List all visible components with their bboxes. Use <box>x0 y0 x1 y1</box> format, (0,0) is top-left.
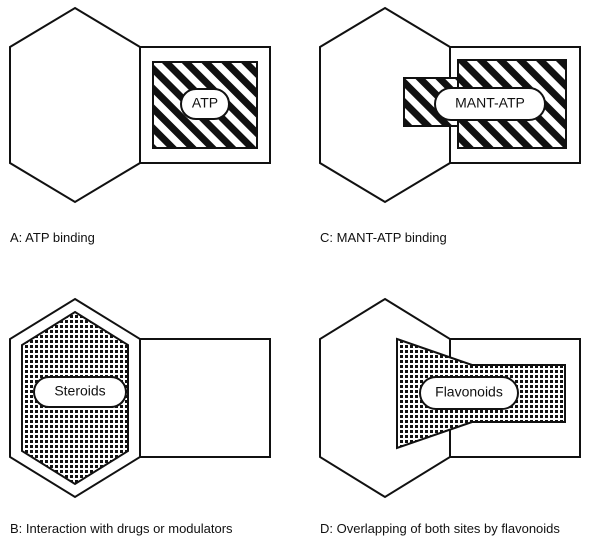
pill-label-mant-atp: MANT-ATP <box>455 95 525 111</box>
pill-label-steroids: Steroids <box>54 383 105 399</box>
caption-c: C: MANT-ATP binding <box>320 230 447 245</box>
caption-a: A: ATP binding <box>10 230 95 245</box>
pill-steroids <box>33 376 127 408</box>
pill-flavonoids <box>419 376 519 410</box>
pill-mant-atp <box>434 87 546 121</box>
pill-atp <box>180 88 230 120</box>
pill-label-atp: ATP <box>192 95 218 111</box>
steroid-site-hexagon <box>9 6 141 204</box>
caption-d: D: Overlapping of both sites by flavonoi… <box>320 521 560 536</box>
pill-label-flavonoids: Flavonoids <box>435 384 503 400</box>
panel-b: Steroids <box>9 297 271 499</box>
panel-c: MANT-ATP <box>319 6 581 204</box>
atp-site-box <box>139 338 271 458</box>
panel-d: Flavonoids <box>319 297 581 499</box>
caption-b: B: Interaction with drugs or modulators <box>10 521 233 536</box>
panel-a: ATP <box>9 6 271 204</box>
